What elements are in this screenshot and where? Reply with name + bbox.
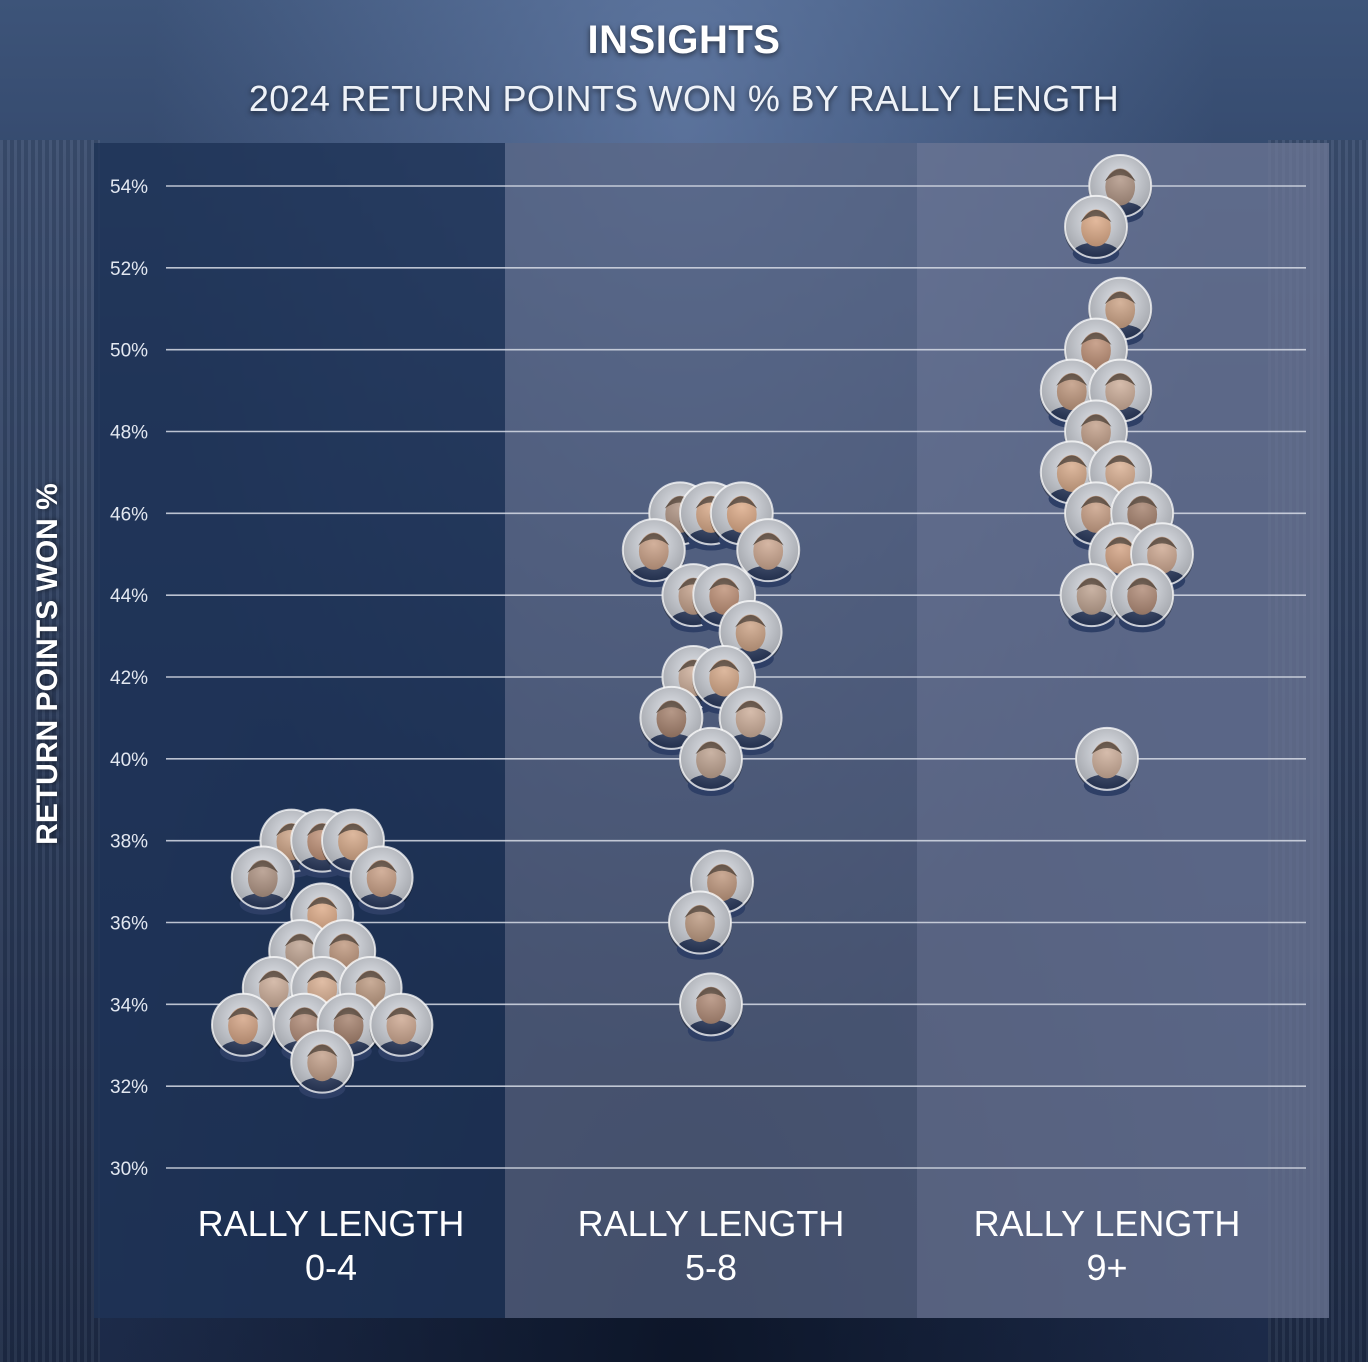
y-tick-label: 30% bbox=[110, 1159, 148, 1180]
category-label-line1: RALLY LENGTH bbox=[578, 1203, 845, 1244]
category-panel-0 bbox=[94, 143, 505, 1318]
category-label-line1: RALLY LENGTH bbox=[198, 1203, 465, 1244]
category-label-line2: 5-8 bbox=[685, 1247, 737, 1288]
player-marker bbox=[1059, 563, 1124, 633]
player-markers bbox=[211, 154, 1194, 1099]
player-marker bbox=[1110, 563, 1175, 633]
player-marker bbox=[736, 518, 801, 588]
y-tick-label: 52% bbox=[110, 259, 148, 280]
player-marker bbox=[349, 845, 414, 915]
y-tick-label: 36% bbox=[110, 914, 148, 935]
player-marker bbox=[369, 992, 434, 1062]
y-tick-label: 44% bbox=[110, 586, 148, 607]
player-marker bbox=[679, 726, 743, 797]
player-marker bbox=[211, 992, 275, 1062]
player-marker bbox=[639, 685, 704, 756]
y-axis-label: RETURN POINTS WON % bbox=[31, 483, 64, 845]
y-axis-ticks: 30% 32% 34% 36% 38% 40% 42% 44% 46% 48% 50% 52% 54% bbox=[110, 177, 148, 1180]
player-marker bbox=[1088, 276, 1153, 346]
y-tick-label: 46% bbox=[110, 504, 148, 525]
player-marker bbox=[1075, 726, 1139, 797]
player-marker bbox=[621, 518, 686, 588]
y-tick-label: 50% bbox=[110, 341, 148, 362]
chart-subtitle: 2024 RETURN POINTS WON % BY RALLY LENGTH bbox=[248, 78, 1120, 119]
player-marker bbox=[230, 845, 295, 915]
background-crowd-left bbox=[0, 140, 100, 1362]
player-marker bbox=[668, 890, 732, 960]
category-label-line2: 9+ bbox=[1086, 1247, 1127, 1288]
player-marker bbox=[1064, 194, 1128, 265]
player-marker bbox=[290, 1029, 355, 1099]
y-tick-label: 40% bbox=[110, 750, 148, 771]
y-tick-label: 54% bbox=[110, 177, 148, 198]
y-tick-label: 48% bbox=[110, 423, 148, 444]
player-marker bbox=[679, 972, 743, 1042]
y-tick-label: 32% bbox=[110, 1077, 148, 1098]
category-label-line2: 0-4 bbox=[305, 1247, 357, 1288]
y-tick-label: 42% bbox=[110, 668, 148, 689]
player-marker bbox=[718, 685, 783, 756]
category-label-line1: RALLY LENGTH bbox=[974, 1203, 1241, 1244]
y-tick-label: 38% bbox=[110, 832, 148, 853]
y-tick-label: 34% bbox=[110, 995, 148, 1016]
header-title: INSIGHTS bbox=[587, 18, 781, 62]
